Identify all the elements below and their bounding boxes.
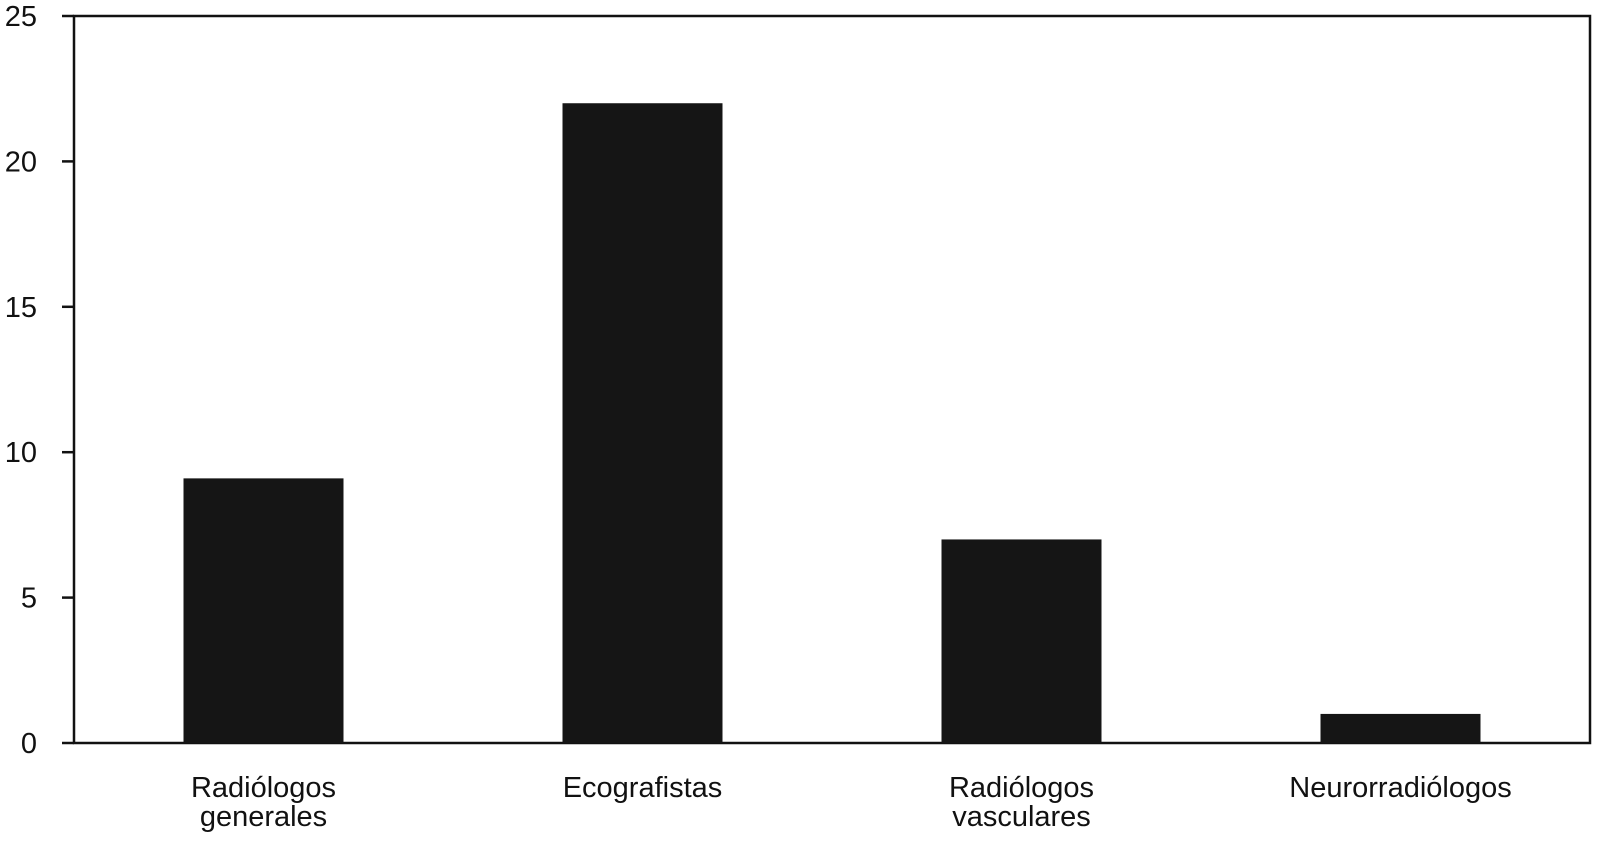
y-tick-label: 5	[21, 583, 37, 615]
x-tick-label-line: generales	[200, 801, 327, 833]
x-tick-label: Radiólogos generales	[191, 772, 336, 833]
y-tick-label: 15	[5, 292, 37, 324]
bar	[1320, 713, 1481, 743]
x-tick-label: Radiólogos vasculares	[949, 772, 1094, 833]
plot-frame	[72, 14, 1592, 745]
bars	[183, 103, 1481, 744]
x-tick-label-line: Radiólogos	[191, 772, 336, 804]
bar	[183, 478, 344, 743]
y-tick-label: 10	[5, 437, 37, 469]
plot-border	[72, 14, 1592, 745]
y-tick-label: 0	[21, 728, 37, 760]
bar	[562, 103, 723, 744]
x-tick-label-line: vasculares	[952, 801, 1091, 833]
x-tick-label-line: Ecografistas	[563, 772, 723, 804]
x-tick-label: Neurorradiólogos	[1289, 772, 1511, 804]
x-tick-label-line: Radiólogos	[949, 772, 1094, 804]
bar	[941, 539, 1102, 743]
y-axis: 0 5 10 15 20 25	[5, 1, 74, 760]
x-tick-label: Ecografistas	[563, 772, 723, 804]
x-tick-label-line: Neurorradiólogos	[1289, 772, 1511, 804]
y-tick-label: 20	[5, 146, 37, 178]
y-tick-label: 25	[5, 1, 37, 33]
